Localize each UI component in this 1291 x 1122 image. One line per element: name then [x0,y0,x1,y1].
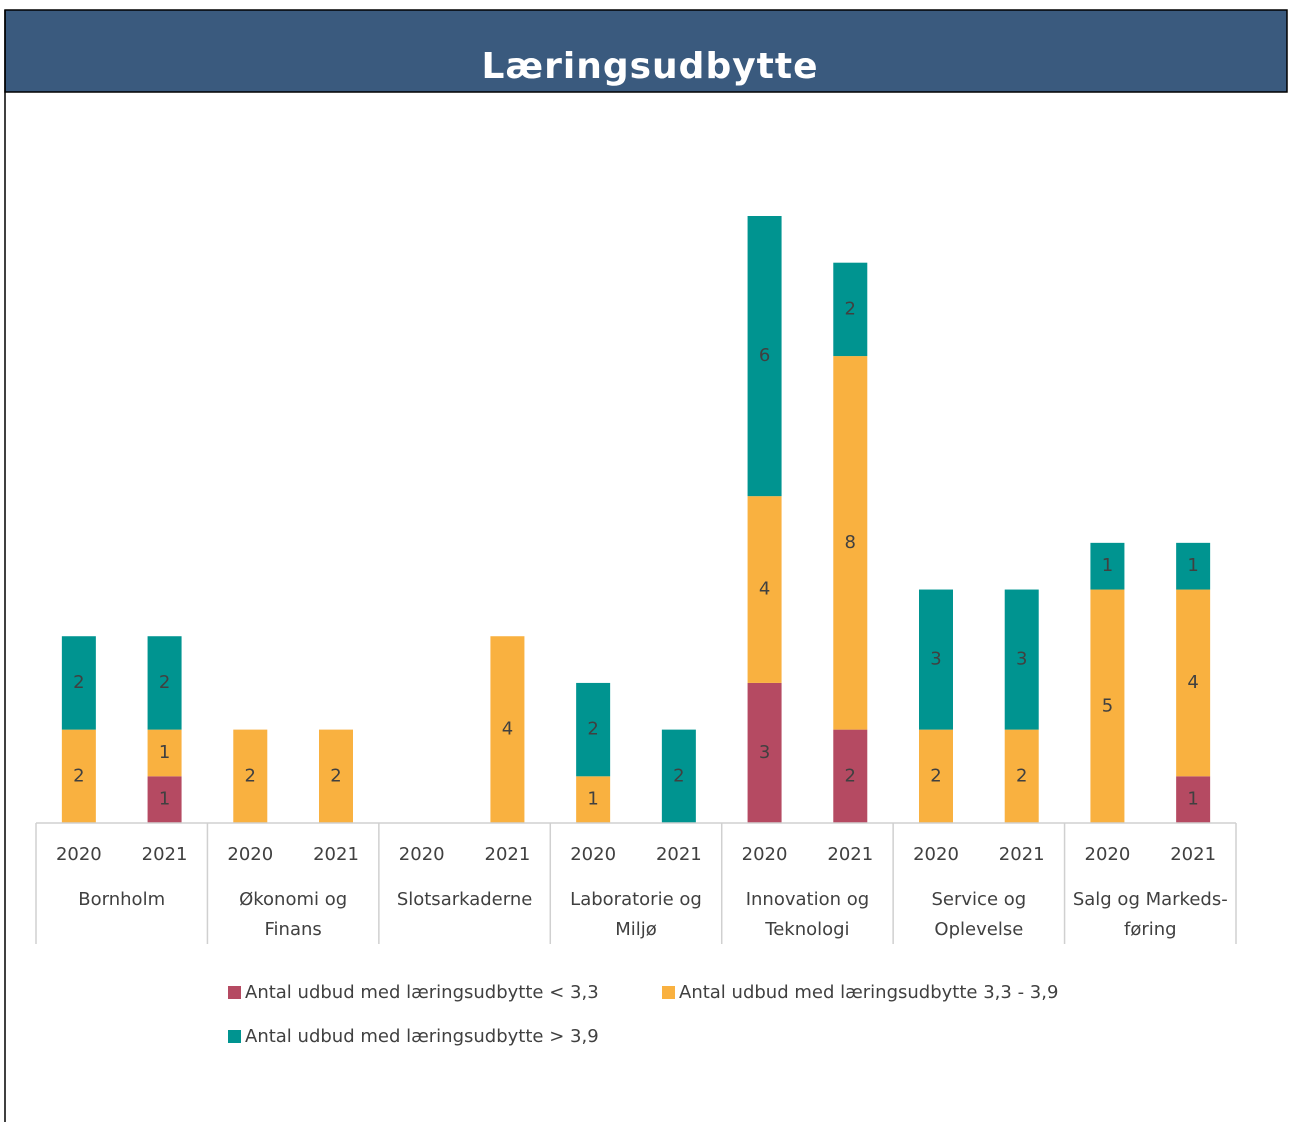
group-label: Service og [932,889,1027,910]
bar-segment [747,682,782,823]
data-label: 3 [930,649,941,670]
group-label: Økonomi og [239,889,347,910]
bar-segment [833,262,868,357]
bar-segment [1176,589,1211,777]
data-label: 2 [845,298,856,319]
bar-segment [1004,729,1039,823]
x-tick-label: 2020 [227,844,273,865]
bar-segment [919,729,953,823]
x-tick-label: 2020 [742,844,788,865]
bar-segment [147,636,182,730]
bar-segment [147,776,182,823]
data-label: 1 [159,789,170,810]
group-label: føring [1124,919,1177,940]
bar-segment [1004,589,1039,730]
x-tick-label: 2020 [1085,844,1131,865]
data-label: 1 [1102,555,1113,576]
data-label: 1 [1187,789,1198,810]
data-label: 2 [1016,765,1027,786]
data-label: 2 [587,719,598,740]
data-label: 6 [759,345,770,366]
group-label: Oplevelse [934,919,1023,940]
bar-segment [747,216,782,497]
data-label: 4 [1187,672,1198,693]
data-label: 2 [245,765,256,786]
data-label: 2 [73,765,84,786]
x-tick-label: 2021 [827,844,873,865]
data-label: 2 [330,765,341,786]
legend-label: Antal udbud med læringsudbytte < 3,3 [245,982,599,1003]
bar-segment [1090,542,1125,590]
x-tick-label: 2021 [1170,844,1216,865]
bar-segment [1176,542,1211,590]
bar-segment [833,729,868,823]
data-label: 5 [1102,695,1113,716]
data-label: 2 [930,765,941,786]
data-label: 4 [759,579,770,600]
x-tick-label: 2020 [56,844,102,865]
legend-swatch [228,986,241,999]
bar-segment [747,496,782,683]
data-label: 8 [845,532,856,553]
group-label: Bornholm [78,889,165,910]
group-label: Slotsarkaderne [397,889,533,910]
bar-segment [233,729,268,823]
x-tick-label: 2021 [656,844,702,865]
x-tick-label: 2021 [313,844,359,865]
x-tick-label: 2020 [570,844,616,865]
data-label: 1 [1187,555,1198,576]
bar-segment [919,589,953,730]
chart-title: Læringsudbytte [481,46,818,87]
data-label: 2 [673,765,684,786]
legend-swatch [662,986,675,999]
bar-segment [576,776,611,823]
group-label: Teknologi [764,919,849,940]
x-tick-label: 2021 [485,844,531,865]
group-label: Innovation og [746,889,869,910]
legend-label: Antal udbud med læringsudbytte 3,3 - 3,9 [679,982,1058,1003]
x-tick-label: 2021 [999,844,1045,865]
bar-segment [61,729,96,823]
legend-swatch [228,1030,241,1043]
data-label: 3 [1016,649,1027,670]
data-label: 3 [759,742,770,763]
bar-segment [1090,589,1125,823]
bar-segment [61,636,96,730]
bar-segment [490,636,525,823]
bar-segment [661,729,696,823]
group-label: Salg og Markeds- [1073,889,1228,910]
header-band [4,9,1288,93]
data-label: 2 [845,765,856,786]
group-label: Miljø [615,919,657,940]
x-tick-label: 2021 [142,844,188,865]
data-label: 1 [587,789,598,810]
bar-segment [147,729,182,777]
data-label: 1 [159,742,170,763]
data-label: 4 [502,719,513,740]
data-label: 2 [159,672,170,693]
bar-segment [319,729,353,823]
group-label: Laboratorie og [570,889,702,910]
legend-label: Antal udbud med læringsudbytte > 3,9 [245,1026,599,1047]
x-tick-label: 2020 [913,844,959,865]
bar-segment [1176,776,1211,823]
bar-segment [833,356,868,730]
x-tick-label: 2020 [399,844,445,865]
data-label: 2 [73,672,84,693]
bar-segment [576,682,611,777]
group-label: Finans [265,919,322,940]
